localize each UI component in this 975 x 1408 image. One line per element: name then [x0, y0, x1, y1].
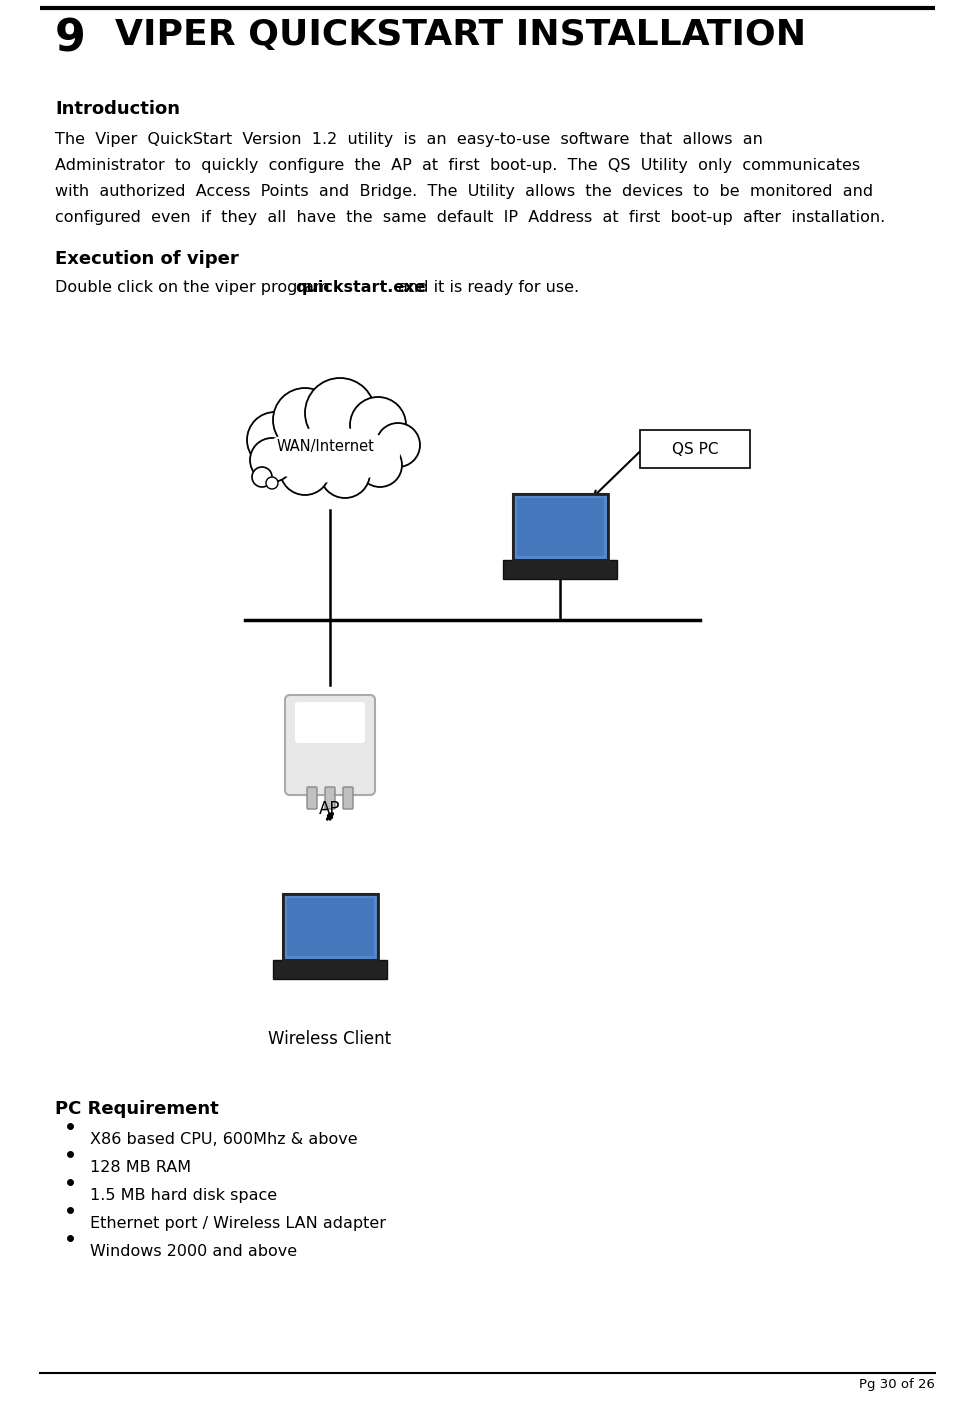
Circle shape: [252, 467, 272, 487]
FancyBboxPatch shape: [287, 897, 373, 956]
Text: QS PC: QS PC: [672, 442, 719, 456]
Text: with  authorized  Access  Points  and  Bridge.  The  Utility  allows  the  devic: with authorized Access Points and Bridge…: [55, 184, 874, 199]
Circle shape: [250, 438, 294, 482]
FancyBboxPatch shape: [285, 696, 375, 796]
FancyBboxPatch shape: [295, 703, 365, 743]
Text: Execution of viper: Execution of viper: [55, 251, 239, 268]
Ellipse shape: [260, 428, 400, 483]
FancyBboxPatch shape: [513, 493, 607, 560]
Text: quickstart.exe: quickstart.exe: [295, 280, 425, 296]
Circle shape: [273, 389, 337, 452]
Circle shape: [247, 413, 303, 467]
Circle shape: [350, 397, 406, 453]
Text: 1.5 MB hard disk space: 1.5 MB hard disk space: [90, 1188, 277, 1202]
Text: Pg 30 of 26: Pg 30 of 26: [859, 1378, 935, 1391]
FancyBboxPatch shape: [517, 497, 604, 556]
Circle shape: [320, 448, 370, 498]
Circle shape: [358, 444, 402, 487]
Text: Administrator  to  quickly  configure  the  AP  at  first  boot-up.  The  QS  Ut: Administrator to quickly configure the A…: [55, 158, 860, 173]
Text: Ethernet port / Wireless LAN adapter: Ethernet port / Wireless LAN adapter: [90, 1217, 386, 1231]
Text: X86 based CPU, 600Mhz & above: X86 based CPU, 600Mhz & above: [90, 1132, 358, 1148]
Text: and it is ready for use.: and it is ready for use.: [393, 280, 579, 296]
FancyBboxPatch shape: [307, 787, 317, 810]
FancyBboxPatch shape: [273, 960, 387, 979]
Circle shape: [280, 445, 330, 496]
Text: 128 MB RAM: 128 MB RAM: [90, 1160, 191, 1176]
Text: Double click on the viper program -: Double click on the viper program -: [55, 280, 345, 296]
Text: PC Requirement: PC Requirement: [55, 1100, 218, 1118]
FancyBboxPatch shape: [343, 787, 353, 810]
Text: VIPER QUICKSTART INSTALLATION: VIPER QUICKSTART INSTALLATION: [115, 18, 806, 52]
Circle shape: [376, 422, 420, 467]
Circle shape: [305, 377, 375, 448]
Text: Windows 2000 and above: Windows 2000 and above: [90, 1245, 297, 1259]
Text: WAN/Internet: WAN/Internet: [276, 439, 374, 455]
Circle shape: [266, 477, 278, 489]
FancyBboxPatch shape: [640, 429, 750, 467]
Text: The  Viper  QuickStart  Version  1.2  utility  is  an  easy-to-use  software  th: The Viper QuickStart Version 1.2 utility…: [55, 132, 762, 146]
Text: 9: 9: [55, 18, 86, 61]
Text: Introduction: Introduction: [55, 100, 180, 118]
Text: AP: AP: [319, 800, 340, 818]
Ellipse shape: [253, 418, 408, 493]
Text: Wireless Client: Wireless Client: [268, 1031, 392, 1048]
Text: configured  even  if  they  all  have  the  same  default  IP  Address  at  firs: configured even if they all have the sam…: [55, 210, 885, 225]
FancyBboxPatch shape: [325, 787, 335, 810]
FancyBboxPatch shape: [503, 560, 617, 579]
FancyBboxPatch shape: [283, 894, 377, 960]
